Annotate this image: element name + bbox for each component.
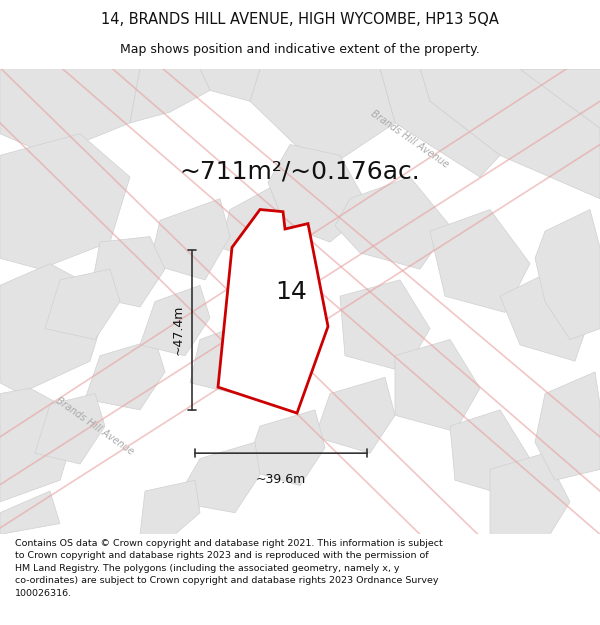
Polygon shape (140, 480, 200, 534)
Polygon shape (245, 410, 325, 486)
Polygon shape (490, 453, 570, 534)
Polygon shape (430, 209, 530, 312)
Polygon shape (395, 339, 480, 431)
Polygon shape (85, 339, 165, 410)
Polygon shape (130, 69, 210, 123)
Polygon shape (535, 372, 600, 480)
Text: 14: 14 (275, 280, 307, 304)
Polygon shape (35, 394, 105, 464)
Text: Brands Hill Avenue: Brands Hill Avenue (54, 396, 136, 457)
Polygon shape (340, 280, 430, 372)
Polygon shape (200, 69, 260, 101)
Text: ~711m²/~0.176ac.: ~711m²/~0.176ac. (179, 159, 421, 184)
Text: 14, BRANDS HILL AVENUE, HIGH WYCOMBE, HP13 5QA: 14, BRANDS HILL AVENUE, HIGH WYCOMBE, HP… (101, 12, 499, 27)
Polygon shape (0, 134, 130, 269)
Polygon shape (250, 69, 395, 166)
Text: Brands Hill Avenue: Brands Hill Avenue (369, 109, 451, 170)
Polygon shape (218, 209, 328, 413)
Text: ~47.4m: ~47.4m (172, 305, 185, 356)
Polygon shape (140, 286, 210, 356)
Polygon shape (220, 188, 285, 264)
Text: Map shows position and indicative extent of the property.: Map shows position and indicative extent… (120, 43, 480, 56)
Polygon shape (420, 69, 600, 199)
Text: ~39.6m: ~39.6m (256, 472, 306, 486)
Polygon shape (315, 378, 395, 453)
Polygon shape (0, 69, 140, 156)
Polygon shape (535, 209, 600, 339)
Polygon shape (380, 69, 500, 177)
Polygon shape (268, 144, 370, 242)
Polygon shape (90, 237, 165, 307)
Polygon shape (450, 410, 530, 496)
Polygon shape (520, 69, 600, 128)
Polygon shape (150, 199, 230, 280)
Polygon shape (175, 442, 260, 512)
Polygon shape (335, 177, 450, 269)
Polygon shape (500, 269, 590, 361)
Polygon shape (0, 388, 80, 502)
Polygon shape (45, 269, 120, 339)
Text: Contains OS data © Crown copyright and database right 2021. This information is : Contains OS data © Crown copyright and d… (15, 539, 443, 598)
Polygon shape (0, 264, 110, 394)
Polygon shape (0, 491, 60, 534)
Polygon shape (190, 323, 260, 394)
